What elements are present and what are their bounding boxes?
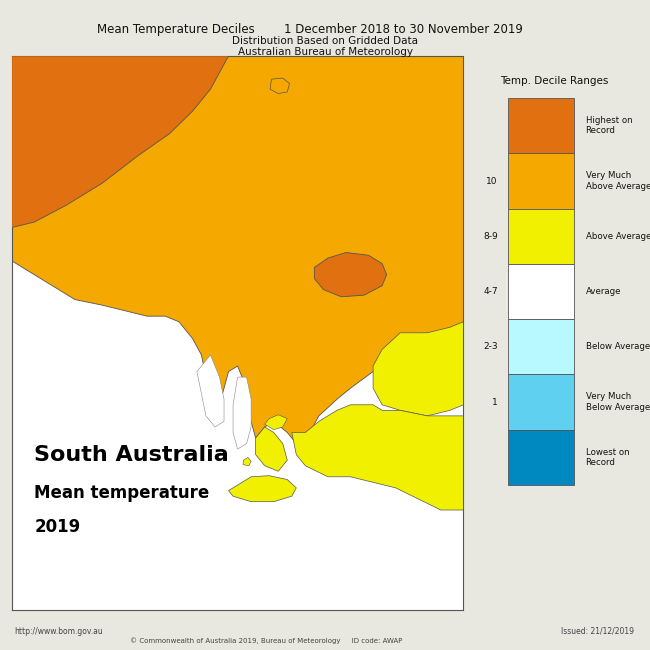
Text: Above Average: Above Average — [586, 232, 650, 240]
Bar — [508, 319, 574, 374]
Text: 1 December 2018 to 30 November 2019: 1 December 2018 to 30 November 2019 — [283, 23, 523, 36]
Polygon shape — [12, 56, 229, 228]
Text: Highest on
Record: Highest on Record — [586, 116, 632, 135]
Text: http://www.bom.gov.au: http://www.bom.gov.au — [14, 627, 103, 636]
Text: Issued: 21/12/2019: Issued: 21/12/2019 — [561, 627, 634, 636]
Text: Distribution Based on Gridded Data: Distribution Based on Gridded Data — [232, 36, 418, 46]
Text: 1: 1 — [492, 398, 498, 406]
Text: 8-9: 8-9 — [483, 232, 498, 240]
Polygon shape — [292, 405, 463, 510]
Text: 4-7: 4-7 — [483, 287, 498, 296]
Text: 2019: 2019 — [34, 517, 81, 536]
Text: Lowest on
Record: Lowest on Record — [586, 448, 629, 467]
Polygon shape — [197, 355, 224, 427]
Text: Temp. Decile Ranges: Temp. Decile Ranges — [500, 76, 608, 86]
Bar — [508, 153, 574, 209]
Text: Average: Average — [586, 287, 621, 296]
Polygon shape — [233, 377, 251, 449]
Polygon shape — [12, 56, 463, 443]
Text: Very Much
Below Average: Very Much Below Average — [586, 393, 650, 411]
Polygon shape — [255, 427, 287, 471]
Bar — [508, 264, 574, 319]
Text: South Australia: South Australia — [34, 445, 229, 465]
Bar — [508, 209, 574, 264]
Text: Very Much
Above Average: Very Much Above Average — [586, 172, 650, 190]
Polygon shape — [373, 322, 463, 416]
Text: 10: 10 — [486, 177, 498, 185]
Polygon shape — [243, 458, 251, 465]
Bar — [508, 430, 574, 485]
Text: Mean Temperature Deciles: Mean Temperature Deciles — [97, 23, 254, 36]
Polygon shape — [229, 476, 296, 502]
Text: 2-3: 2-3 — [483, 343, 498, 351]
Text: Mean temperature: Mean temperature — [34, 484, 209, 502]
Bar — [508, 374, 574, 430]
Text: Australian Bureau of Meteorology: Australian Bureau of Meteorology — [237, 47, 413, 57]
Text: Below Average: Below Average — [586, 343, 650, 351]
Polygon shape — [315, 252, 387, 297]
Polygon shape — [265, 415, 287, 430]
Text: © Commonwealth of Australia 2019, Bureau of Meteorology     ID code: AWAP: © Commonwealth of Australia 2019, Bureau… — [130, 637, 403, 644]
Bar — [508, 98, 574, 153]
Polygon shape — [270, 78, 289, 94]
